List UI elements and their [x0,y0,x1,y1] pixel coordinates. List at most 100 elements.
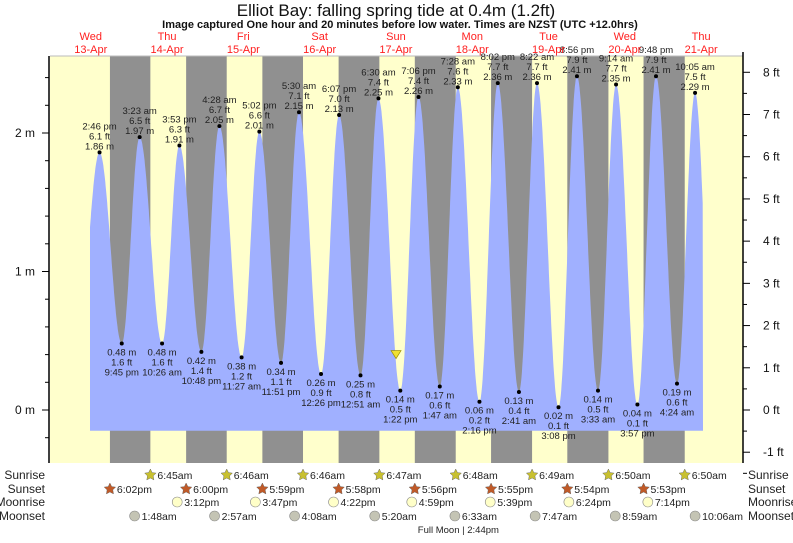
sunset-icon [637,482,650,495]
low-tide-ft: 0.6 ft [666,398,687,409]
high-tide-point [574,74,579,79]
sunset-time: 5:55pm [498,484,533,496]
moonset-time: 10:06am [702,511,743,523]
high-tide-time: 5:02 pm [242,101,276,112]
sunset-time: 5:54pm [574,484,609,496]
day-labels: Wed13-AprThu14-AprFri15-AprSat16-AprSun1… [74,31,718,56]
high-tide-point [137,135,142,140]
moonrise-icon [484,496,496,508]
high-tide-time: 2:46 pm [82,121,116,132]
low-tide-ft: 0.5 ft [587,405,608,416]
moonrise-row-label: Moonrise [0,495,45,509]
sunrise-icon [678,468,691,481]
day-label-date: 15-Apr [227,44,260,56]
moonset-icon [289,510,300,522]
low-tide-time: 10:48 pm [182,376,222,387]
low-tide-time: 11:51 pm [262,387,301,398]
high-tide-time: 8:56 pm [560,45,594,56]
day-label-date: 16-Apr [303,44,336,56]
sunrise-time: 6:45am [157,470,192,482]
high-tide-point [337,112,342,117]
moonrise-time: 3:12pm [184,497,219,509]
tide-curve [90,76,703,431]
day-label-weekday: Wed [80,31,102,43]
low-tide-time: 2:41 am [502,416,536,427]
high-tide-ft: 7.7 ft [526,62,547,73]
high-tide-ft: 7.1 ft [288,91,309,102]
day-label-weekday: Tue [539,31,558,43]
high-tide-ft: 7.5 ft [684,72,705,83]
high-tide-time: 3:53 pm [162,114,196,125]
low-tide-point [119,341,124,346]
chart-title: Elliot Bay: falling spring tide at 0.4m … [237,1,555,20]
sunset-icon [179,482,193,495]
sunrise-icon [373,468,386,481]
sunset-row-label-right: Sunset [748,482,786,496]
moonrise-time: 6:24pm [576,497,611,509]
sunrise-icon [602,468,615,481]
low-tide-point [279,360,284,365]
moonrise-icon [171,496,183,508]
day-label-weekday: Fri [237,31,250,43]
low-tide-point [635,402,640,407]
sunset-icon [332,482,345,495]
day-label-weekday: Thu [158,31,177,43]
sunset-time: 6:00pm [193,484,228,496]
low-tide-time: 3:57 pm [620,428,654,439]
low-tide-m: 0.17 m [425,390,454,401]
moonset-row-label: Moonset [0,509,46,523]
low-tide-ft: 0.1 ft [627,418,648,429]
high-tide-point [217,124,222,129]
moonrise-time: 3:47pm [262,497,297,509]
sunset-time: 6:02pm [117,484,152,496]
low-tide-m: 0.13 m [504,396,533,407]
high-tide-point [97,150,102,155]
day-label-weekday: Thu [692,31,711,43]
right-tick-label: 6 ft [763,150,780,164]
low-tide-ft: 1.2 ft [231,371,252,382]
sunrise-row-label-right: Sunrise [748,468,789,482]
high-tide-m: 2.33 m [443,76,472,87]
low-tide-point [437,384,442,389]
low-tide-m: 0.34 m [266,367,295,378]
moonrise-icon [642,496,654,508]
low-tide-ft: 1.1 ft [270,377,291,388]
low-tide-m: 0.42 m [187,356,216,367]
moonset-icon [209,510,220,522]
low-tide-point [477,399,482,404]
high-tide-ft: 6.7 ft [209,105,230,116]
low-tide-time: 10:26 am [142,368,182,379]
high-tide-m: 1.91 m [165,134,194,145]
moonset-icon [529,510,541,522]
high-tide-time: 4:28 am [202,95,236,106]
moonset-icon [609,510,621,522]
sunset-icon [256,482,269,495]
sunrise-row-label: Sunrise [4,468,45,482]
sunset-row-label: Sunset [8,482,46,496]
day-label-date: 21-Apr [685,44,718,56]
moonrise-icon [328,496,339,508]
low-tide-point [239,355,244,360]
high-tide-time: 10:05 am [675,62,715,73]
low-tide-ft: 0.8 ft [350,389,371,400]
low-tide-m: 0.04 m [623,408,652,419]
high-tide-time: 5:30 am [282,81,316,92]
high-tide-time: 8:22 am [520,52,554,63]
low-tide-m: 0.02 m [544,411,573,422]
sunset-icon [408,482,421,495]
right-tick-label: 8 ft [763,65,780,79]
high-tide-m: 2.05 m [205,115,234,126]
sunrise-icon [449,468,462,481]
low-tide-m: 0.14 m [583,395,612,406]
low-tide-time: 12:51 am [341,399,381,410]
high-tide-ft: 6.6 ft [249,111,270,122]
low-tide-m: 0.25 m [346,379,375,390]
day-label-date: 14-Apr [151,44,184,56]
high-tide-m: 2.01 m [245,121,274,132]
high-tide-time: 7:28 am [441,56,475,67]
high-tide-ft: 7.4 ft [368,77,389,88]
high-tide-m: 2.13 m [325,104,354,115]
right-tick-label: 0 ft [763,403,780,417]
sunset-time: 5:56pm [422,484,457,496]
low-tide-m: 0.14 m [386,395,415,406]
